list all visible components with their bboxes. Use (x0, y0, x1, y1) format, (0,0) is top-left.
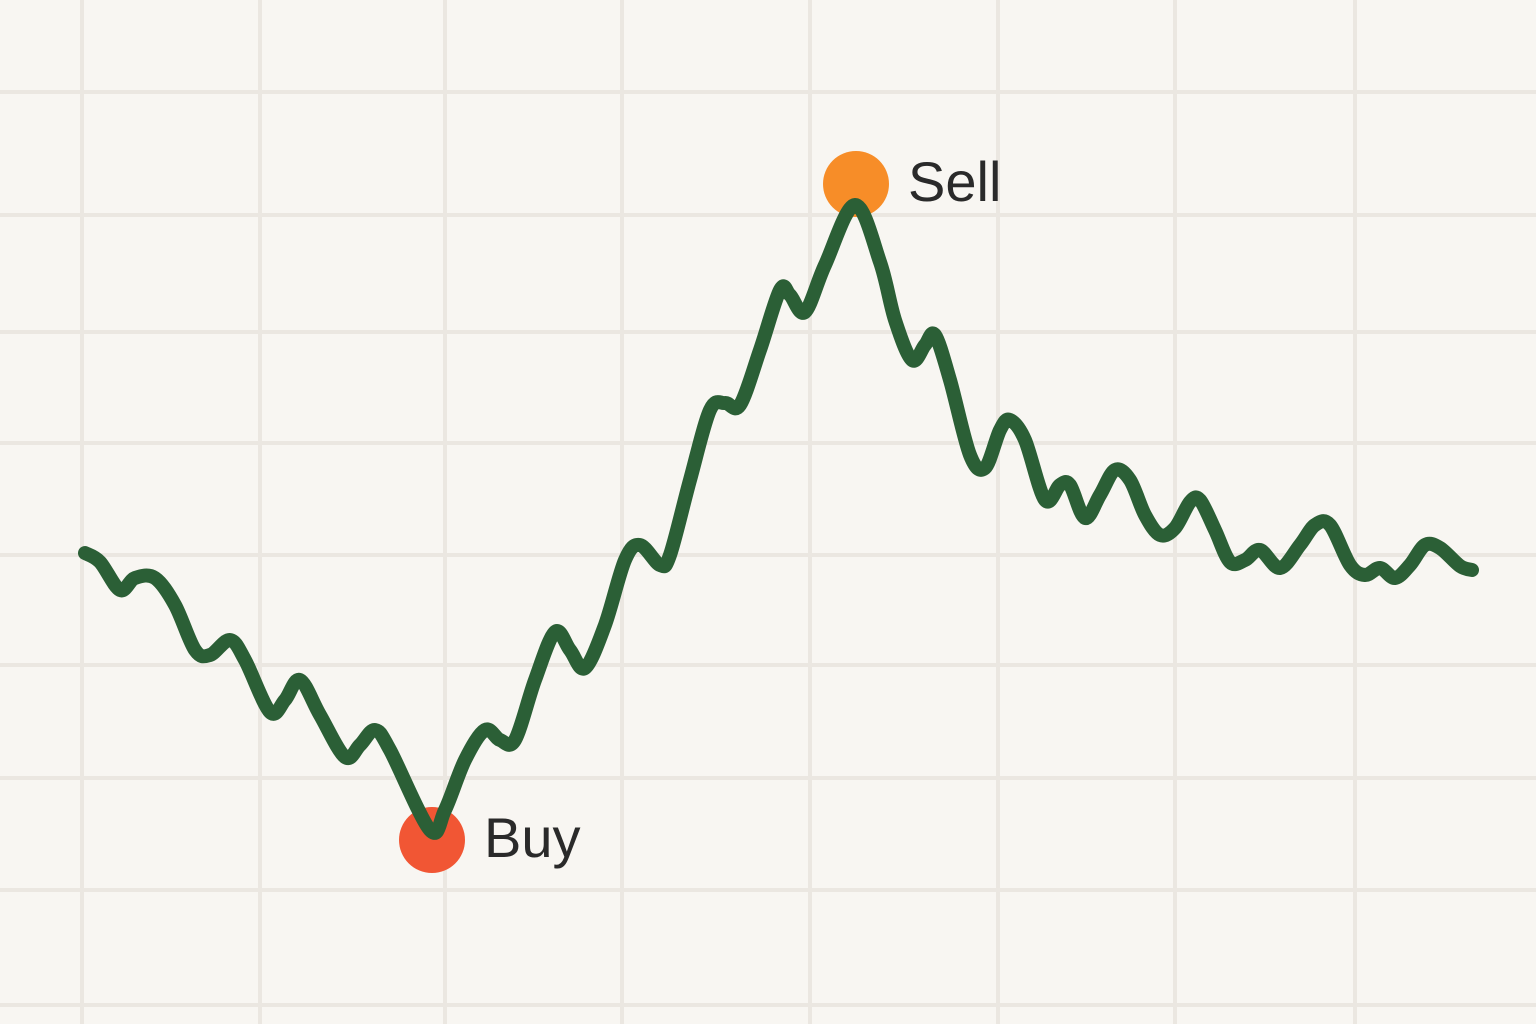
annotation-label: Buy (484, 806, 581, 869)
marker (823, 151, 889, 217)
price-line (78, 198, 1479, 840)
marker (399, 807, 465, 873)
annotation-label: Sell (908, 150, 1001, 213)
